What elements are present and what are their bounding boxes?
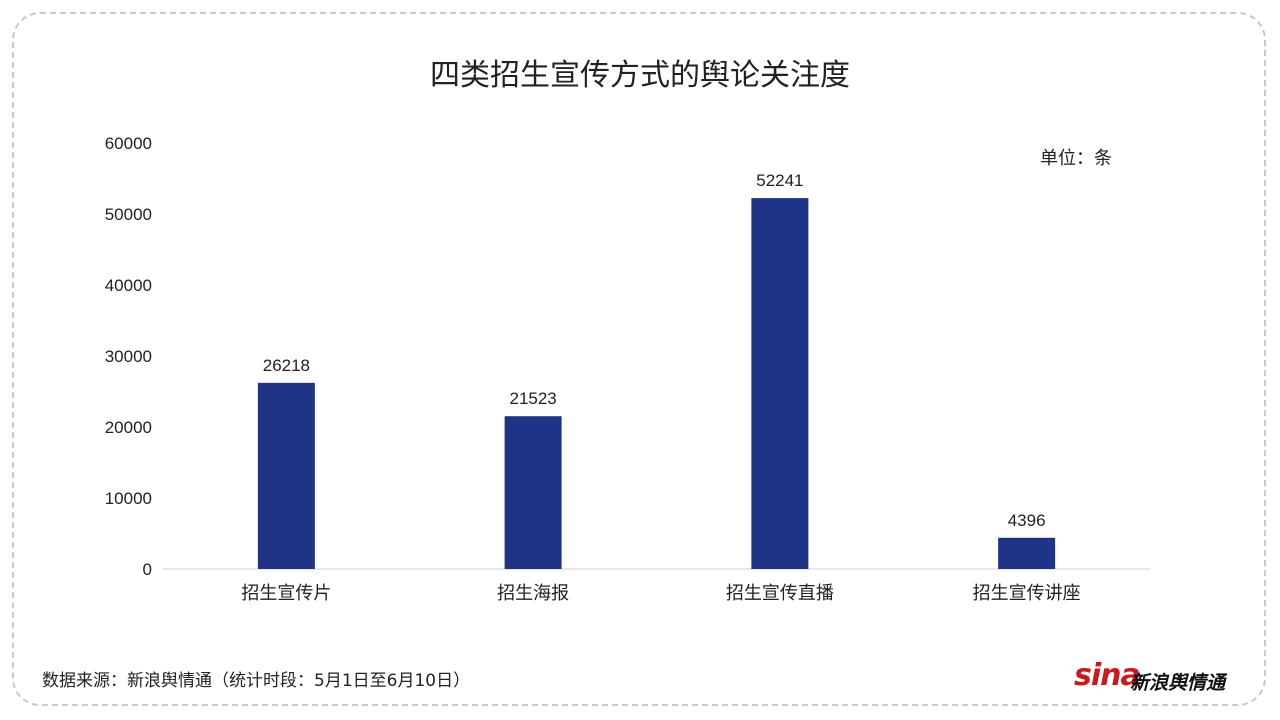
bar-3	[751, 198, 809, 569]
y-tick-label: 30000	[105, 347, 152, 366]
x-tick-label-3: 招生宣传直播	[726, 583, 834, 604]
data-labels: 26218 21523 52241 4396	[263, 171, 1046, 530]
sina-logo: sina 新浪舆情通	[1074, 648, 1249, 696]
data-label-2: 21523	[509, 389, 556, 408]
y-tick-label: 10000	[105, 489, 152, 508]
y-tick-label: 50000	[105, 205, 152, 224]
x-tick-label-2: 招生海报	[497, 583, 569, 604]
bars	[257, 198, 1056, 569]
x-tick-label-1: 招生宣传片	[241, 583, 331, 604]
bar-4	[998, 537, 1056, 569]
y-tick-label: 20000	[105, 418, 152, 437]
y-tick-label: 60000	[105, 134, 152, 153]
x-axis-labels: 招生宣传片 招生海报 招生宣传直播 招生宣传讲座	[241, 583, 1080, 604]
data-label-3: 52241	[756, 171, 803, 190]
data-label-1: 26218	[263, 356, 310, 375]
y-axis-ticks: 0 10000 20000 30000 40000 50000 60000	[105, 134, 152, 579]
sina-logo-mark: sina	[1074, 658, 1141, 693]
data-label-4: 4396	[1008, 511, 1046, 530]
sina-logo-text: 新浪舆情通	[1130, 672, 1226, 694]
bar-2	[504, 416, 562, 569]
y-tick-label: 40000	[105, 276, 152, 295]
x-tick-label-4: 招生宣传讲座	[973, 583, 1081, 604]
bar-1	[257, 382, 315, 569]
source-note: 数据来源：新浪舆情通（统计时段：5月1日至6月10日）	[42, 671, 471, 691]
chart-frame	[12, 12, 1266, 706]
y-tick-label: 0	[143, 560, 152, 579]
unit-label: 单位：条	[1040, 148, 1112, 169]
chart-title: 四类招生宣传方式的舆论关注度	[430, 58, 850, 93]
